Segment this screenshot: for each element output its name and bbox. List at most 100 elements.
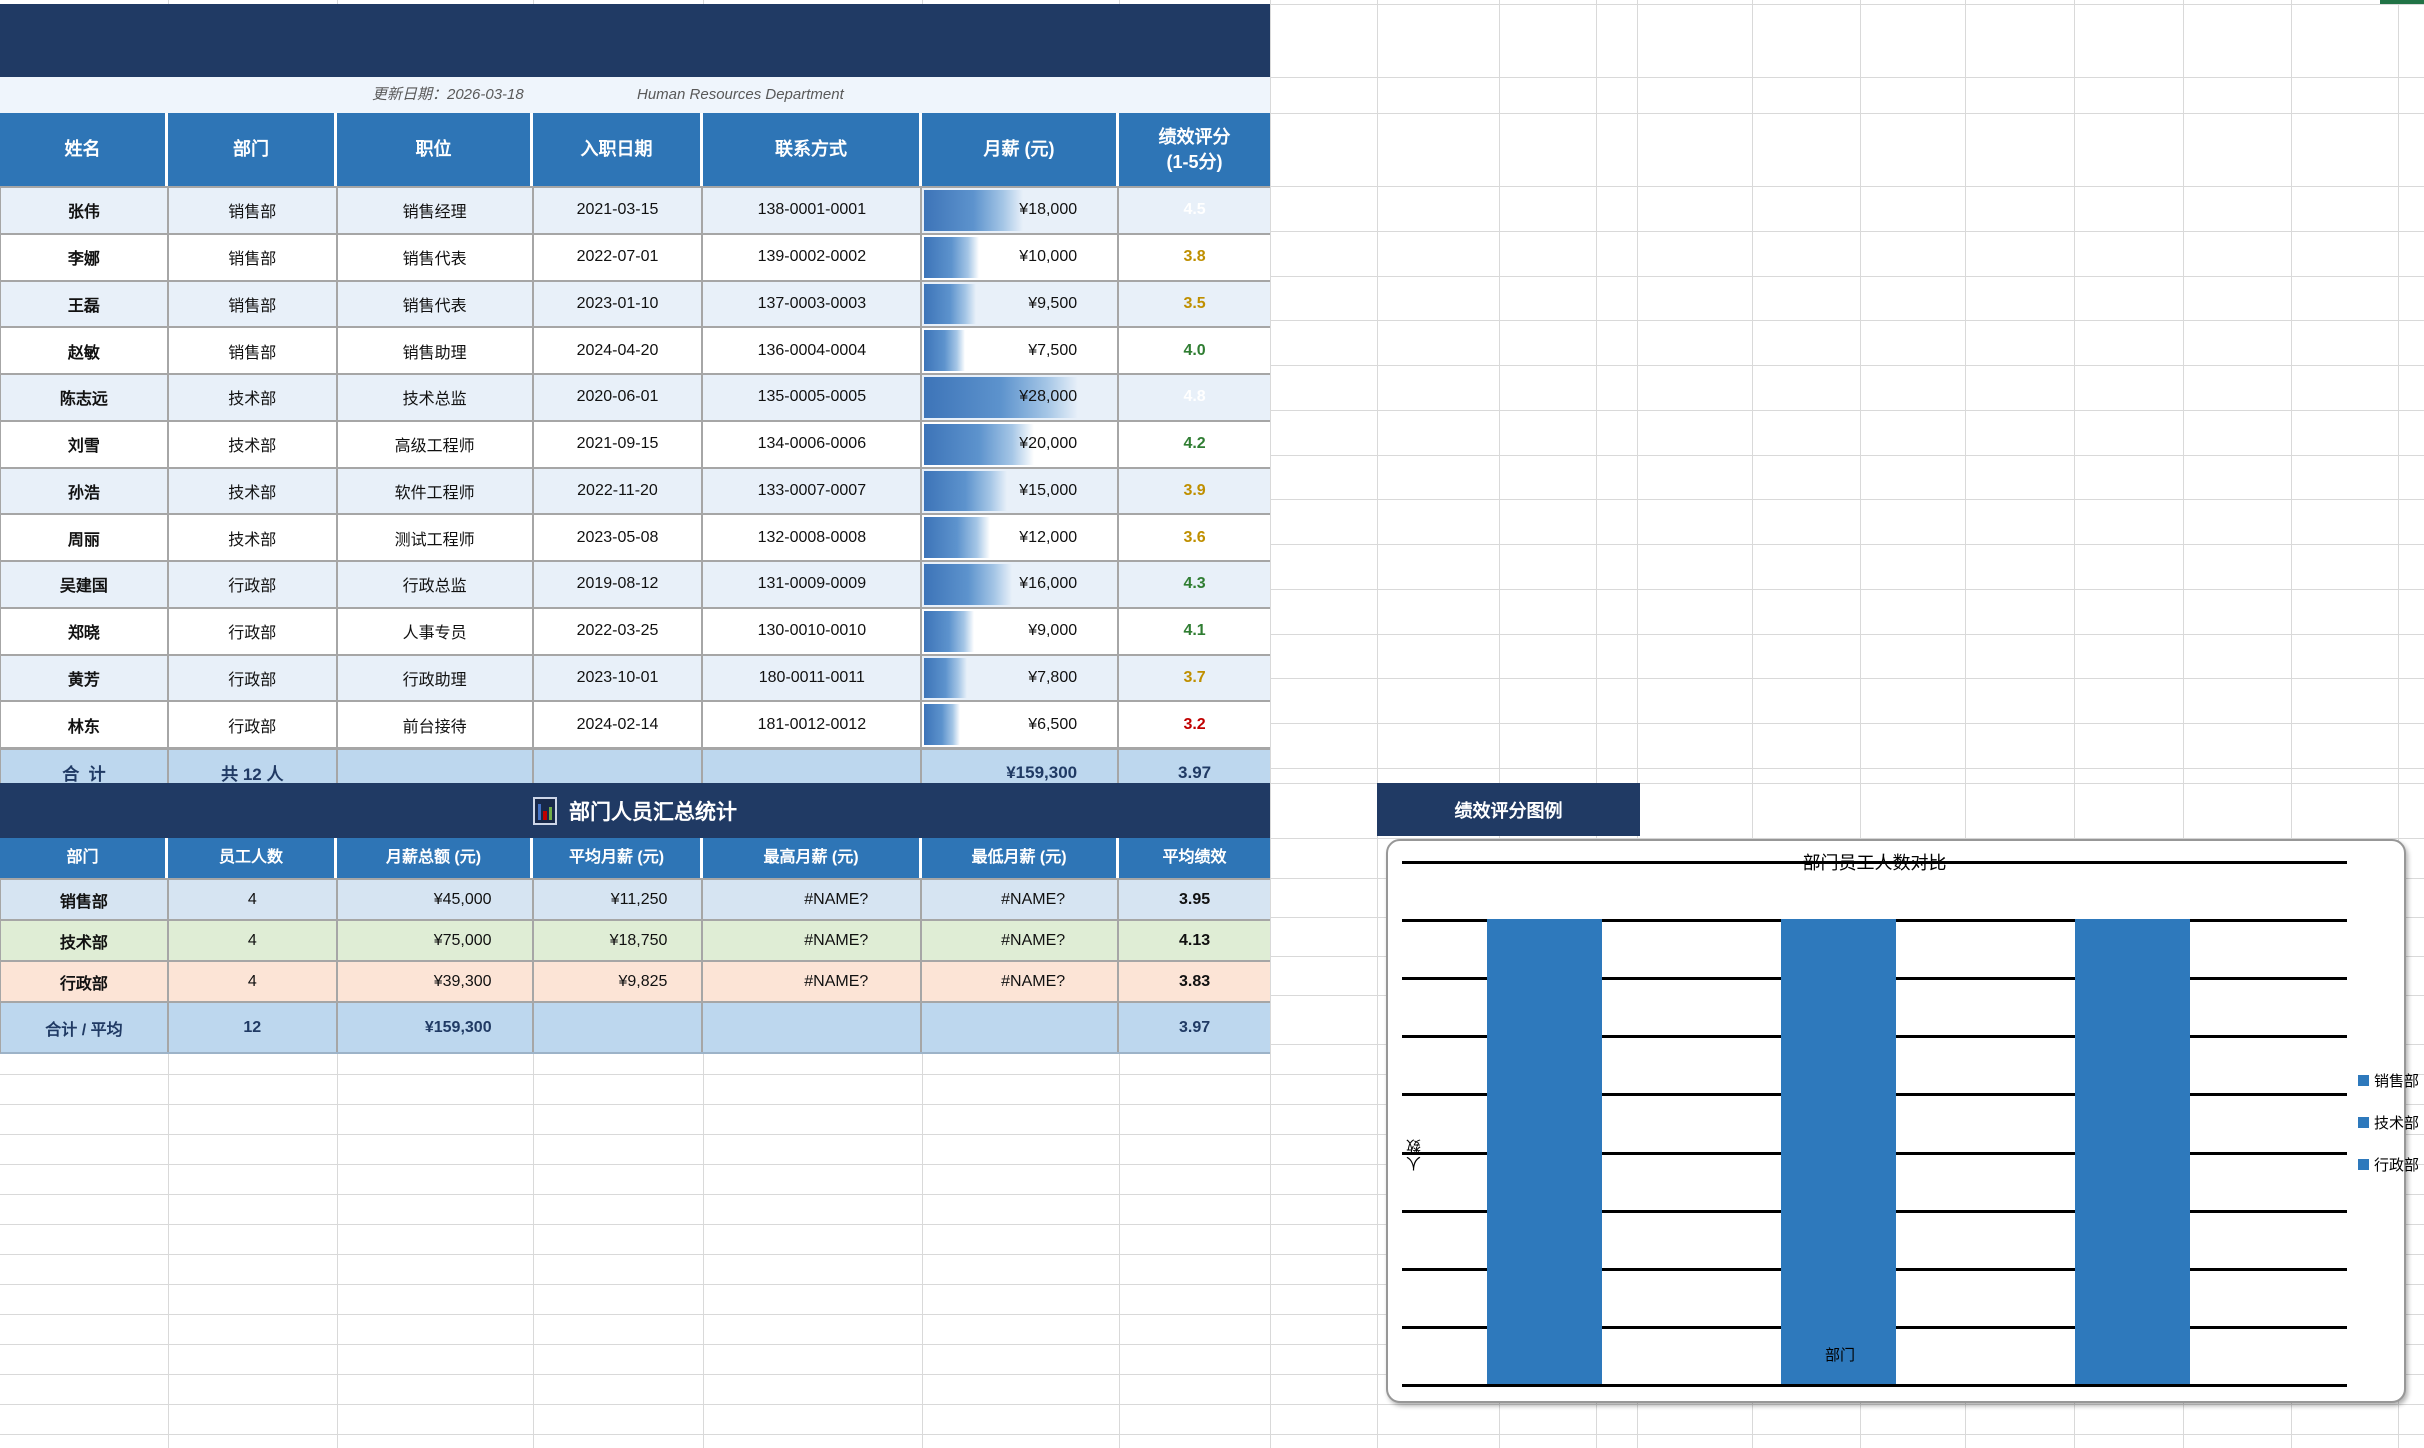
employee-title-cell[interactable]: 高级工程师 bbox=[338, 421, 534, 467]
employee-header-cell[interactable]: 绩效评分 (1-5分) bbox=[1158, 127, 1231, 172]
total-empty-cell[interactable] bbox=[703, 750, 923, 795]
employee-dept-cell[interactable]: 行政部 bbox=[169, 562, 338, 607]
total-count-cell[interactable]: 共 12 人 bbox=[169, 750, 338, 795]
employee-dept-cell[interactable]: 销售部 bbox=[169, 328, 338, 373]
employee-header-cell[interactable]: 职位 bbox=[337, 113, 533, 186]
summary-salary-total-cell[interactable]: ¥39,300 bbox=[338, 962, 534, 1001]
employee-name-cell[interactable]: 王磊 bbox=[1, 281, 169, 327]
employee-score-cell[interactable]: 4.8 bbox=[1119, 375, 1270, 420]
employee-dept-cell[interactable]: 技术部 bbox=[169, 421, 338, 467]
employee-salary-cell[interactable]: ¥6,500 bbox=[922, 702, 1120, 747]
employee-title-cell[interactable]: 前台接待 bbox=[338, 702, 534, 747]
employee-title-cell[interactable]: 行政助理 bbox=[338, 655, 534, 701]
summary-salary-avg-cell[interactable]: ¥11,250 bbox=[534, 880, 704, 919]
employee-salary-cell[interactable]: ¥7,500 bbox=[922, 328, 1120, 373]
employee-name-cell[interactable]: 陈志远 bbox=[1, 375, 169, 420]
employee-name-cell[interactable]: 吴建国 bbox=[1, 562, 169, 607]
employee-salary-cell[interactable]: ¥20,000 bbox=[922, 421, 1120, 467]
employee-salary-cell[interactable]: ¥16,000 bbox=[922, 562, 1120, 607]
summary-salary-total-cell[interactable]: ¥45,000 bbox=[338, 880, 534, 919]
employee-header-cell[interactable]: 部门 bbox=[168, 113, 337, 186]
summary-salary-min-cell[interactable]: #NAME? bbox=[922, 962, 1120, 1001]
summary-total-row[interactable]: 合计 / 平均 12 ¥159,300 3.97 bbox=[0, 1003, 1270, 1054]
summary-header-cell[interactable]: 平均绩效 bbox=[1162, 849, 1227, 867]
employee-score-cell[interactable]: 4.0 bbox=[1119, 328, 1270, 373]
employee-phone-cell[interactable]: 136-0004-0004 bbox=[703, 328, 923, 373]
summary-header-cell[interactable]: 最低月薪 (元) bbox=[922, 838, 1119, 878]
employee-dept-cell[interactable]: 行政部 bbox=[169, 608, 338, 654]
employee-title-cell[interactable]: 销售代表 bbox=[338, 234, 534, 280]
summary-total-score-cell[interactable]: 3.97 bbox=[1178, 1018, 1211, 1036]
employee-dept-cell[interactable]: 技术部 bbox=[169, 375, 338, 420]
total-empty-cell[interactable] bbox=[338, 750, 534, 795]
employee-phone-cell[interactable]: 180-0011-0011 bbox=[703, 655, 923, 701]
employee-score-cell[interactable]: 3.9 bbox=[1119, 469, 1270, 514]
employee-name-cell[interactable]: 张伟 bbox=[1, 188, 169, 233]
employee-phone-cell[interactable]: 138-0001-0001 bbox=[703, 188, 923, 233]
employee-hiredate-cell[interactable]: 2022-07-01 bbox=[534, 234, 704, 280]
employee-salary-cell[interactable]: ¥7,800 bbox=[922, 655, 1120, 701]
employee-salary-cell[interactable]: ¥28,000 bbox=[922, 375, 1120, 420]
employee-score-cell[interactable]: 4.3 bbox=[1119, 562, 1270, 607]
summary-salary-avg-cell[interactable]: ¥9,825 bbox=[534, 962, 704, 1001]
employee-phone-cell[interactable]: 139-0002-0002 bbox=[703, 234, 923, 280]
employee-salary-cell[interactable]: ¥9,000 bbox=[922, 608, 1120, 654]
employee-score-cell[interactable]: 3.6 bbox=[1119, 515, 1270, 560]
employee-hiredate-cell[interactable]: 2022-11-20 bbox=[534, 468, 704, 514]
employee-hiredate-cell[interactable]: 2020-06-01 bbox=[534, 375, 704, 420]
employee-name-cell[interactable]: 周丽 bbox=[1, 515, 169, 560]
summary-salary-min-cell[interactable]: #NAME? bbox=[922, 880, 1120, 919]
employee-phone-cell[interactable]: 133-0007-0007 bbox=[703, 468, 923, 514]
employee-title-cell[interactable]: 行政总监 bbox=[338, 562, 534, 607]
performance-legend-header[interactable]: 绩效评分图例 bbox=[1377, 783, 1640, 836]
summary-salary-avg-cell[interactable]: ¥18,750 bbox=[534, 921, 704, 960]
employee-hiredate-cell[interactable]: 2023-10-01 bbox=[534, 655, 704, 701]
summary-header-cell[interactable]: 最高月薪 (元) bbox=[703, 838, 922, 878]
employee-dept-cell[interactable]: 行政部 bbox=[169, 655, 338, 701]
total-score-cell[interactable]: 3.97 bbox=[1178, 762, 1212, 782]
employee-score-cell[interactable]: 4.5 bbox=[1119, 188, 1270, 233]
summary-salary-max-cell[interactable]: #NAME? bbox=[703, 962, 923, 1001]
summary-total-empty-cell[interactable] bbox=[534, 1003, 704, 1052]
employee-hiredate-cell[interactable]: 2021-03-15 bbox=[534, 188, 704, 233]
summary-total-empty-cell[interactable] bbox=[703, 1003, 923, 1052]
employee-header-cell[interactable]: 入职日期 bbox=[533, 113, 703, 186]
employee-header-cell[interactable]: 姓名 bbox=[0, 113, 168, 186]
summary-header-cell[interactable]: 部门 bbox=[0, 838, 168, 878]
employee-score-cell[interactable]: 3.8 bbox=[1119, 235, 1270, 280]
summary-total-salary-cell[interactable]: ¥159,300 bbox=[338, 1003, 534, 1052]
employee-header-cell[interactable]: 月薪 (元) bbox=[922, 113, 1119, 186]
summary-total-label-cell[interactable]: 合计 / 平均 bbox=[1, 1003, 169, 1052]
summary-score-cell[interactable]: 3.83 bbox=[1119, 962, 1270, 1001]
employee-title-cell[interactable]: 销售经理 bbox=[338, 188, 534, 233]
employee-title-cell[interactable]: 销售助理 bbox=[338, 328, 534, 373]
summary-dept-cell[interactable]: 行政部 bbox=[1, 962, 169, 1001]
employee-hiredate-cell[interactable]: 2021-09-15 bbox=[534, 421, 704, 467]
employee-hiredate-cell[interactable]: 2024-04-20 bbox=[534, 328, 704, 373]
summary-total-empty-cell[interactable] bbox=[922, 1003, 1120, 1052]
employee-score-cell[interactable]: 4.1 bbox=[1119, 609, 1270, 654]
employee-dept-cell[interactable]: 销售部 bbox=[169, 234, 338, 280]
total-label-cell[interactable]: 合 计 bbox=[1, 750, 169, 795]
employee-dept-cell[interactable]: 销售部 bbox=[169, 281, 338, 327]
employee-phone-cell[interactable]: 134-0006-0006 bbox=[703, 421, 923, 467]
summary-dept-cell[interactable]: 技术部 bbox=[1, 921, 169, 960]
summary-count-cell[interactable]: 4 bbox=[169, 921, 338, 960]
department-chart[interactable]: 部门员工人数对比 人数 部门 销售部 技术部 行政部 bbox=[1386, 839, 2419, 1403]
summary-salary-max-cell[interactable]: #NAME? bbox=[703, 880, 923, 919]
summary-salary-min-cell[interactable]: #NAME? bbox=[922, 921, 1120, 960]
employee-dept-cell[interactable]: 行政部 bbox=[169, 702, 338, 747]
employee-hiredate-cell[interactable]: 2022-03-25 bbox=[534, 608, 704, 654]
employee-phone-cell[interactable]: 131-0009-0009 bbox=[703, 562, 923, 607]
employee-score-cell[interactable]: 3.5 bbox=[1119, 282, 1270, 327]
summary-header-cell[interactable]: 员工人数 bbox=[168, 838, 337, 878]
employee-dept-cell[interactable]: 技术部 bbox=[169, 468, 338, 514]
summary-salary-max-cell[interactable]: #NAME? bbox=[703, 921, 923, 960]
employee-hiredate-cell[interactable]: 2019-08-12 bbox=[534, 562, 704, 607]
summary-header-cell[interactable]: 月薪总额 (元) bbox=[337, 838, 533, 878]
employee-title-cell[interactable]: 软件工程师 bbox=[338, 468, 534, 514]
employee-title-cell[interactable]: 销售代表 bbox=[338, 281, 534, 327]
employee-salary-cell[interactable]: ¥10,000 bbox=[922, 234, 1120, 280]
meta-row[interactable]: 更新日期：2026-03-18 Human Resources Departme… bbox=[0, 77, 1270, 113]
employee-title-cell[interactable]: 技术总监 bbox=[338, 375, 534, 420]
